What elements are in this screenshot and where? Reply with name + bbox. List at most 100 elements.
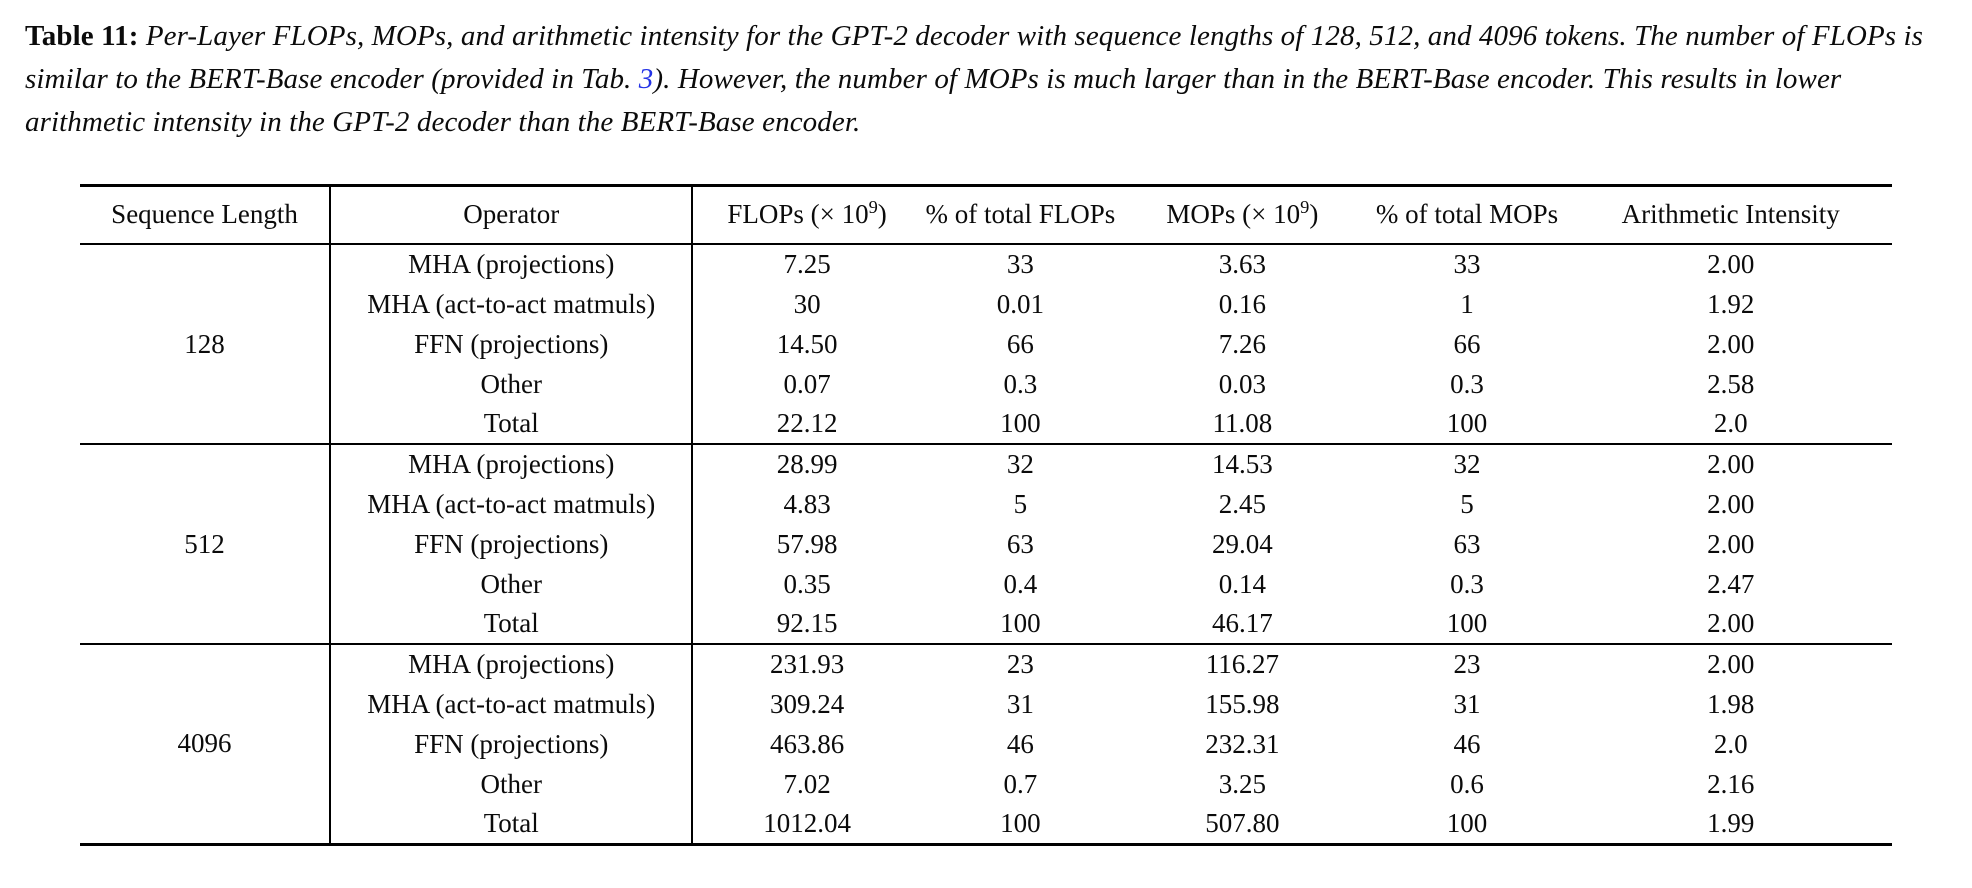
flops-cell: 231.93 [692, 643, 921, 685]
mops-pct-cell: 0.3 [1450, 368, 1484, 399]
flops-cell: 4.83 [783, 488, 831, 519]
arithmetic-intensity-cell: 2.00 [1569, 443, 1892, 485]
mops-cell: 11.08 [1212, 408, 1273, 439]
mops-pct-cell: 100 [1446, 807, 1488, 838]
header-label: Operator [463, 199, 560, 230]
mops-cell: 232.31 [1205, 728, 1280, 759]
arithmetic-intensity-cell: 2.16 [1707, 768, 1755, 799]
header-label: Sequence Length [111, 199, 298, 230]
flops-pct-cell: 0.4 [1003, 568, 1038, 599]
table-row: Other 0.07 0.3 0.03 0.3 2.58 [80, 364, 1892, 405]
table-row: Other 0.35 0.4 0.14 0.3 2.47 [80, 564, 1892, 605]
table-row: Total 92.15 100 46.17 100 2.00 [80, 604, 1892, 645]
tab-3-reference-link[interactable]: 3 [638, 62, 654, 95]
flops-pct-cell: 33 [1006, 249, 1034, 280]
arithmetic-intensity-cell: 2.00 [1707, 249, 1755, 280]
seq-length-group-128: 128 MHA (projections) 7.25 33 3.63 33 2.00 MHA … [80, 244, 1892, 445]
page: { "caption": { "label": "Table 11:", "te… [0, 15, 1972, 888]
mops-cell: 116.27 [1120, 643, 1365, 685]
flops-cell: 7.02 [783, 768, 831, 799]
flops-cell: 22.12 [776, 408, 838, 439]
mops-cell: 46.17 [1211, 608, 1273, 639]
column-header-operator: Operator [330, 185, 694, 246]
header-exponent: 9 [868, 197, 878, 218]
flops-pct-cell: 0.7 [1003, 768, 1038, 799]
arithmetic-intensity-cell: 2.00 [1707, 488, 1755, 519]
flops-pct-cell: 100 [1000, 408, 1041, 439]
caption-text-before-link: Per-Layer FLOPs, MOPs, and arithmetic in… [25, 20, 1924, 95]
seq-length-group-512: 512 MHA (projections) 28.99 32 14.53 32 2.00 MH… [80, 443, 1892, 645]
flops-cell: 92.15 [776, 608, 838, 639]
mops-pct-cell: 0.3 [1450, 568, 1484, 599]
operator-cell: Other [330, 764, 694, 805]
operator-cell: Total [330, 404, 694, 445]
mops-pct-cell: 66 [1453, 328, 1481, 359]
header-label-tail: ) [877, 199, 887, 230]
table-caption: Table 11: Per-Layer FLOPs, MOPs, and ari… [25, 15, 1946, 144]
column-header-mops: MOPs (× 109) [1120, 185, 1365, 246]
flops-cell: 28.99 [692, 443, 921, 485]
table-row: FFN (projections) 57.98 63 29.04 63 2.00 [80, 524, 1892, 565]
sequence-length-cell: 512 [80, 443, 332, 645]
table-row: MHA (act-to-act matmuls) 309.24 31 155.98 31… [80, 684, 1892, 725]
flops-cell: 309.24 [769, 688, 845, 719]
mops-cell: 0.14 [1218, 568, 1266, 599]
mops-pct-cell: 1 [1460, 288, 1474, 319]
table-row: Total 22.12 100 11.08 100 2.0 [80, 404, 1892, 445]
seq-length-group-4096: 4096 MHA (projections) 231.93 23 116.27 23 2.0… [80, 643, 1892, 845]
table-row: 4096 MHA (projections) 231.93 23 116.27 23 2.0… [80, 643, 1892, 845]
arithmetic-intensity-cell: 2.00 [1707, 528, 1755, 559]
mops-pct-cell: 5 [1460, 488, 1474, 519]
mops-pct-cell: 46 [1453, 728, 1481, 759]
flops-cell: 0.35 [783, 568, 831, 599]
sequence-length-cell: 128 [80, 244, 332, 445]
flops-cell: 7.25 [783, 249, 831, 280]
operator-cell: Total [330, 604, 694, 645]
flops-table: Sequence Length Operator FLOPs (× 109)% of… [80, 183, 1892, 846]
column-header-pct-total-flops: % of total FLOPs [920, 185, 1121, 246]
mops-cell: 0.03 [1218, 368, 1266, 399]
operator-cell: MHA (act-to-act matmuls) [330, 284, 694, 325]
mops-cell: 14.53 [1120, 443, 1365, 485]
column-header-pct-total-mops: % of total MOPs [1364, 185, 1570, 246]
operator-cell: MHA (projections) [330, 244, 694, 285]
arithmetic-intensity-cell: 1.99 [1707, 807, 1755, 838]
flops-cell: 463.86 [769, 728, 845, 759]
operator-cell: Other [330, 564, 694, 605]
mops-pct-cell: 100 [1446, 408, 1488, 439]
mops-cell: 7.26 [1218, 328, 1266, 359]
flops-pct-cell: 0.01 [996, 288, 1045, 319]
table-row: 512 MHA (projections) 28.99 32 14.53 32 2.00 [80, 443, 1892, 645]
arithmetic-intensity-cell: 2.00 [1707, 608, 1755, 639]
operator-cell: FFN (projections) [330, 324, 694, 365]
operator-cell: FFN (projections) [330, 724, 694, 765]
mops-cell: 0.16 [1218, 288, 1266, 319]
header-label: % of total MOPs [1375, 199, 1559, 230]
column-header-arithmetic-intensity: Arithmetic Intensity [1569, 185, 1892, 246]
mops-cell: 155.98 [1205, 688, 1280, 719]
header-row: Sequence Length Operator FLOPs (× 109)% of… [80, 185, 1892, 246]
operator-cell: MHA (projections) [330, 443, 694, 485]
mops-cell: 29.04 [1211, 528, 1273, 559]
operator-cell: FFN (projections) [330, 524, 694, 565]
table-header-row-group: Sequence Length Operator FLOPs (× 109)% of… [80, 185, 1892, 246]
flops-cell: 30 [793, 288, 821, 319]
operator-cell: MHA (projections) [330, 643, 694, 685]
mops-cell: 3.63 [1218, 249, 1266, 280]
table-row: FFN (projections) 14.50 66 7.26 66 2.00 [80, 324, 1892, 365]
sequence-length-cell: 4096 [80, 643, 332, 845]
mops-pct-cell: 63 [1453, 528, 1481, 559]
flops-pct-cell: 100 [1000, 807, 1041, 838]
operator-cell: MHA (act-to-act matmuls) [330, 484, 694, 525]
mops-pct-cell: 32 [1364, 443, 1570, 485]
header-label: % of total FLOPs [925, 199, 1116, 230]
table-row: MHA (act-to-act matmuls) 30 0.01 0.16 1 1.92 [80, 284, 1892, 325]
column-header-sequence-length: Sequence Length [80, 185, 332, 246]
operator-cell: MHA (act-to-act matmuls) [330, 684, 694, 725]
flops-pct-cell: 63 [1006, 528, 1034, 559]
flops-pct-cell: 46 [1006, 728, 1034, 759]
flops-cell: 1012.04 [763, 807, 851, 838]
arithmetic-intensity-cell: 2.47 [1707, 568, 1755, 599]
flops-cell: 57.98 [776, 528, 838, 559]
table-row: Total 1012.04 100 507.80 100 1.99 [80, 804, 1892, 845]
